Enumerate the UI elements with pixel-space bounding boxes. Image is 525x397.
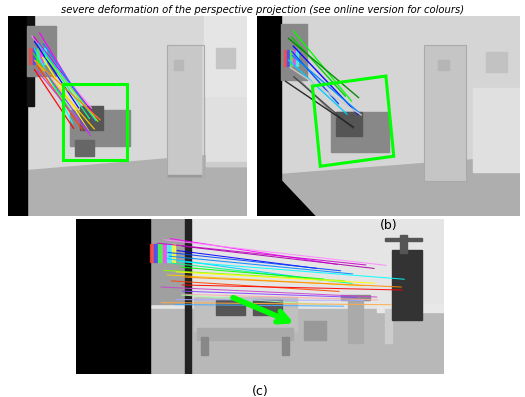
Bar <box>167 244 171 262</box>
Bar <box>168 175 202 176</box>
Bar <box>150 244 153 262</box>
Bar <box>167 45 204 177</box>
Bar <box>27 16 34 106</box>
Bar <box>33 48 35 64</box>
Bar <box>197 328 293 340</box>
Bar <box>70 110 130 146</box>
Bar <box>424 45 466 181</box>
Bar <box>385 239 422 241</box>
Bar <box>486 52 507 72</box>
Bar <box>40 48 43 64</box>
Bar <box>425 46 465 180</box>
Polygon shape <box>257 156 520 216</box>
Bar <box>194 297 297 331</box>
Bar <box>201 337 208 355</box>
Bar <box>377 304 444 312</box>
Bar <box>206 86 247 166</box>
Bar <box>27 26 56 76</box>
Bar <box>257 16 281 216</box>
Polygon shape <box>8 152 247 216</box>
Bar <box>185 219 191 374</box>
Bar <box>284 50 286 66</box>
Bar <box>304 321 326 340</box>
Bar <box>348 297 363 343</box>
Bar <box>472 88 520 172</box>
Bar <box>282 337 289 355</box>
Bar <box>172 244 175 262</box>
Bar <box>293 50 295 66</box>
Bar <box>336 112 362 136</box>
Bar <box>392 250 422 320</box>
Bar <box>8 16 27 216</box>
Bar <box>44 48 46 64</box>
Bar <box>63 84 128 160</box>
Bar <box>163 244 166 262</box>
Bar <box>216 48 235 68</box>
Bar <box>76 219 150 374</box>
Text: (c): (c) <box>251 385 268 397</box>
Bar <box>206 162 247 166</box>
Bar <box>216 300 245 315</box>
Bar <box>341 295 370 300</box>
Bar <box>331 112 388 152</box>
Bar <box>29 48 32 64</box>
Bar <box>150 219 186 304</box>
Bar <box>80 106 103 130</box>
Polygon shape <box>142 309 444 374</box>
Bar <box>154 244 158 262</box>
Polygon shape <box>58 335 150 374</box>
Text: severe deformation of the perspective projection (see online version for colours: severe deformation of the perspective pr… <box>61 5 464 15</box>
Bar <box>438 60 449 70</box>
Bar <box>174 60 183 70</box>
Bar <box>75 140 94 156</box>
Text: (b): (b) <box>380 219 397 232</box>
Bar <box>290 50 292 66</box>
Text: (a): (a) <box>117 219 135 232</box>
Bar <box>281 24 307 80</box>
Bar <box>159 244 162 262</box>
Bar <box>296 50 299 66</box>
Bar <box>385 309 392 343</box>
Bar <box>204 16 247 96</box>
Bar <box>287 50 289 66</box>
Bar <box>142 219 444 309</box>
Bar <box>400 235 407 253</box>
Polygon shape <box>281 180 315 216</box>
Bar <box>253 300 282 315</box>
Bar <box>168 46 202 176</box>
Bar <box>37 48 39 64</box>
